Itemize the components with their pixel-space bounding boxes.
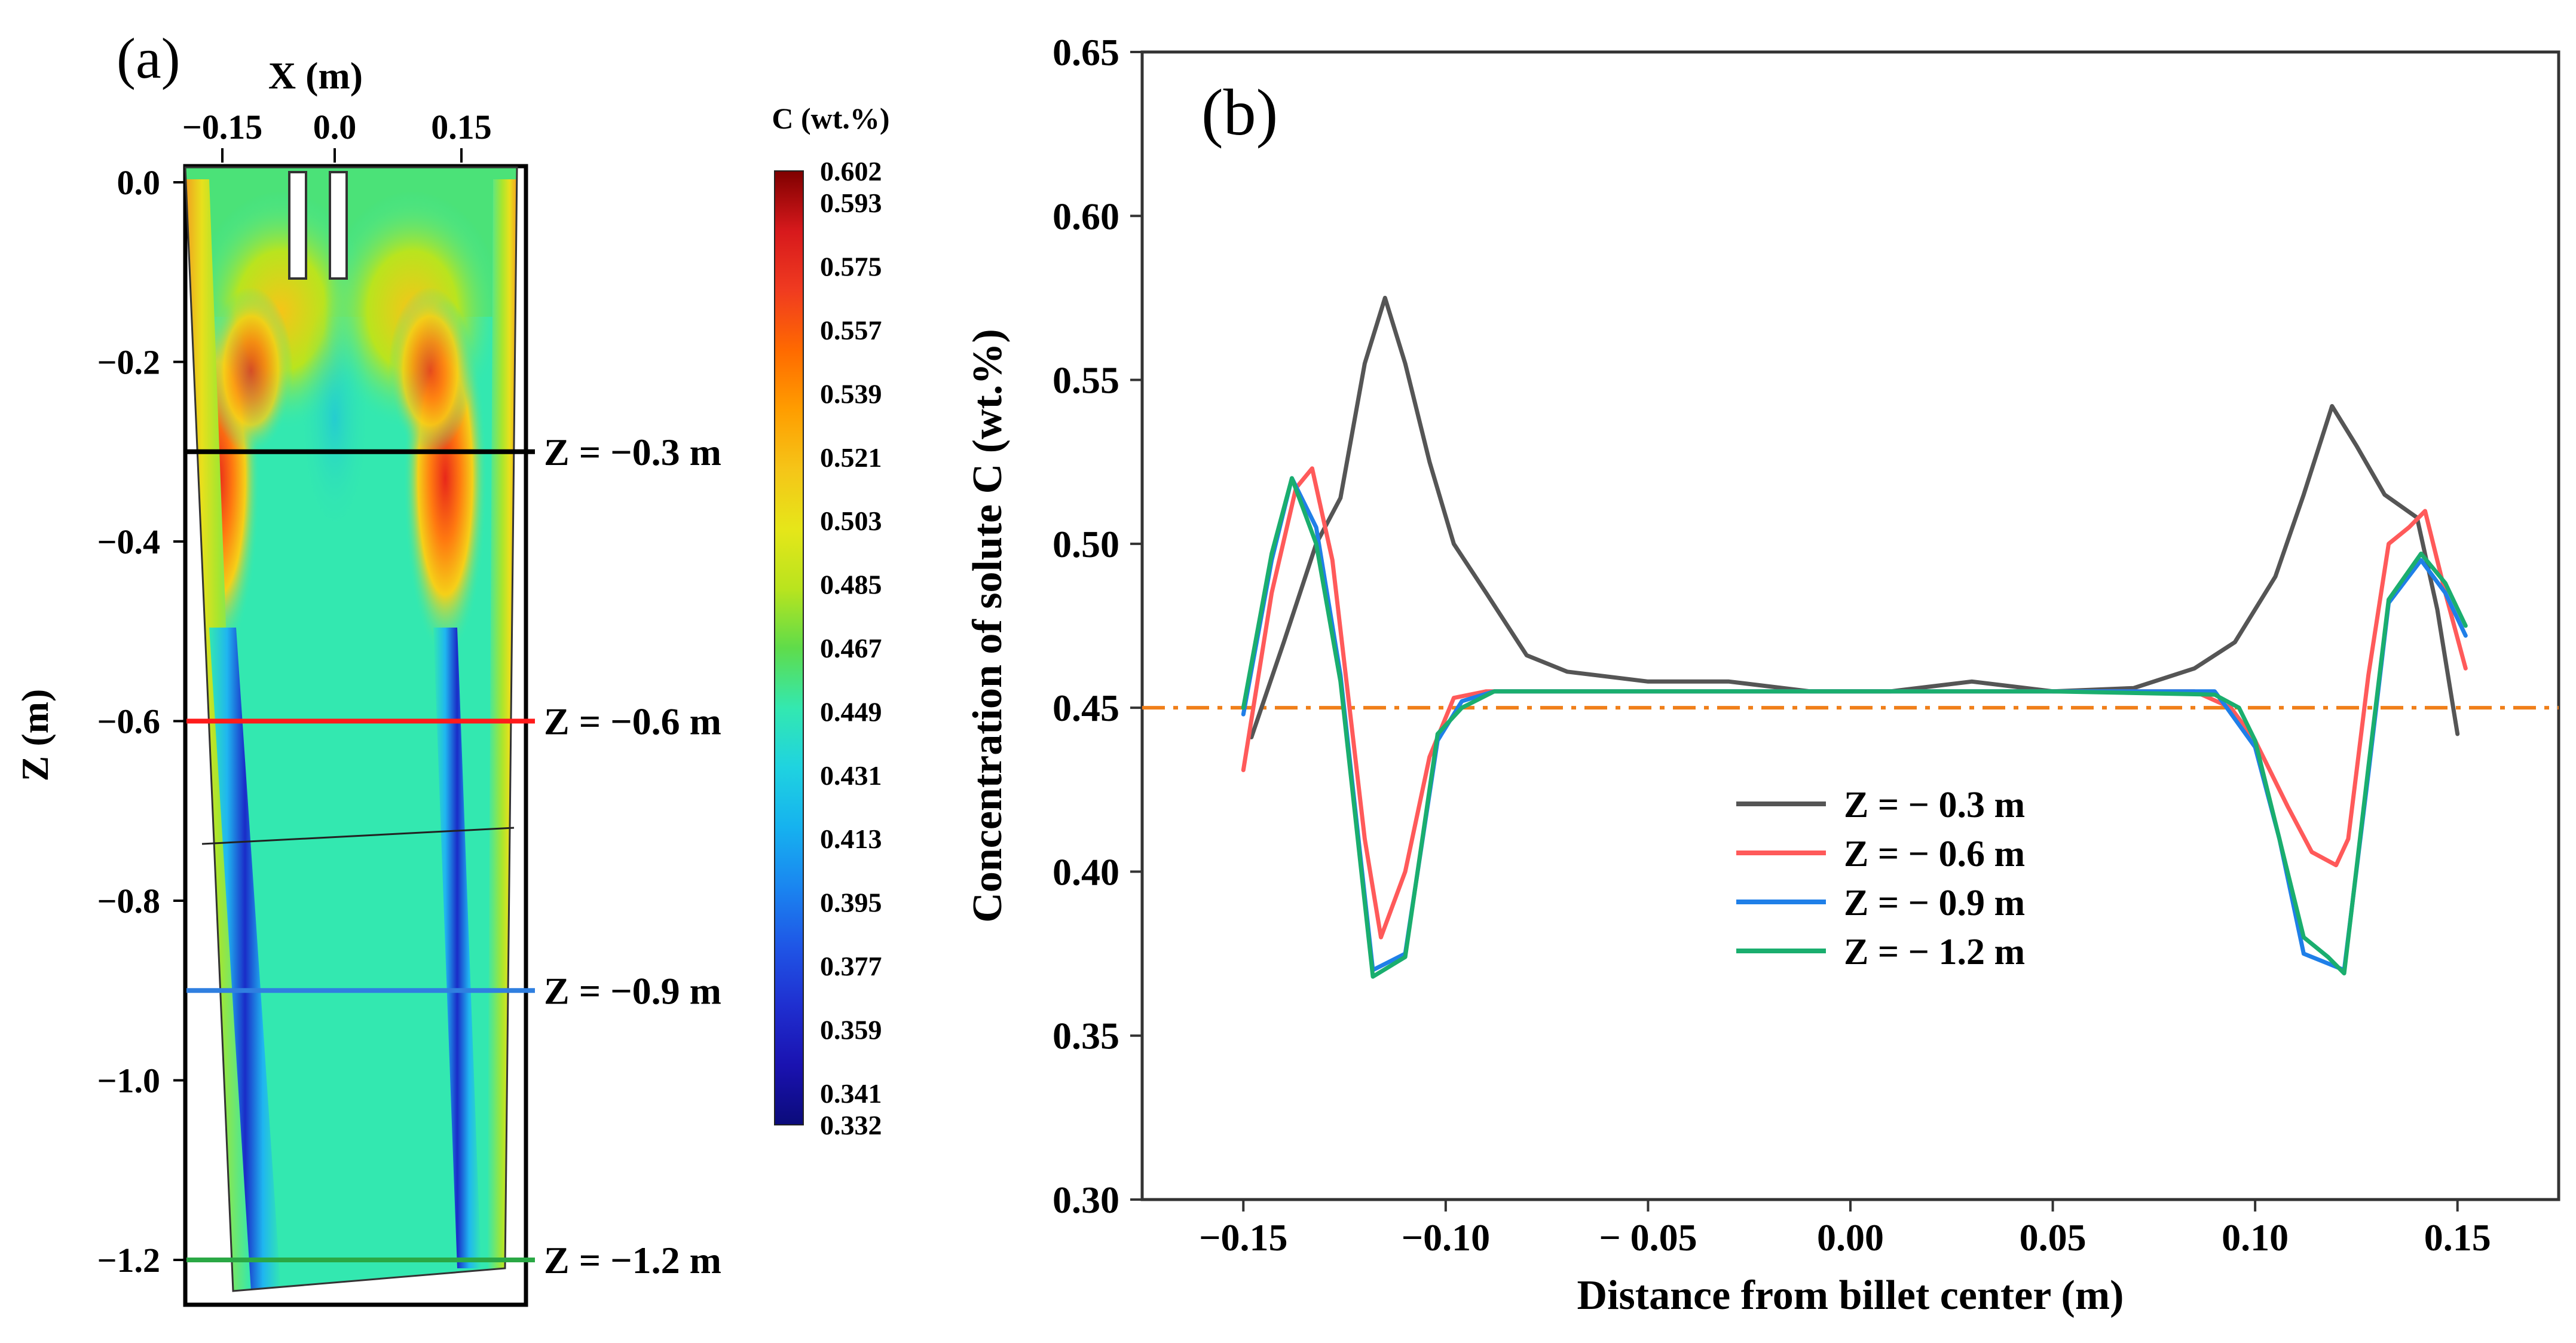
colorbar-tick-label: 0.503: [820, 506, 882, 536]
legend-label: Z = − 0.9 m: [1844, 883, 2025, 923]
colorbar-tick-label: 0.485: [820, 570, 882, 600]
legend-label: Z = − 0.3 m: [1844, 785, 2025, 825]
axes-ticks: 0.30 0.35 0.40 0.45 0.50 0.55 0.60 0.65 −0.15 −0.…: [1053, 31, 2491, 1259]
z-tick-label: 0.0: [117, 163, 161, 202]
y-tick-label: 0.65: [1053, 31, 1119, 74]
z-tick-label: −0.4: [97, 522, 160, 561]
y-tick-label: 0.45: [1053, 687, 1119, 729]
x-tick-label: 0.00: [1817, 1216, 1884, 1259]
solidification-line: [201, 827, 515, 845]
colorbar-tick-label: 0.377: [820, 951, 882, 981]
x-tick-label: 0.15: [2424, 1216, 2491, 1259]
z-tick-label: −0.8: [97, 882, 160, 920]
billet-outline: [184, 166, 518, 1292]
series-lines: [1241, 295, 2468, 979]
colorbar-tick-label: 0.593: [820, 188, 882, 218]
colorbar: [774, 170, 804, 1125]
colorbar-tick-label: 0.557: [820, 315, 882, 345]
z-tick-label: −0.6: [97, 702, 160, 741]
colorbar-tick-label: 0.467: [820, 633, 882, 663]
series-line: [1241, 476, 2468, 979]
z-tick-label: −1.2: [97, 1241, 160, 1280]
nozzle-left: [288, 171, 307, 280]
nozzle-right: [329, 171, 348, 280]
colorbar-tick-label: 0.539: [820, 378, 882, 409]
z-tick-label: −0.2: [97, 343, 160, 382]
section-line-label: Z = −1.2 m: [544, 1239, 721, 1281]
colorbar-title: C (wt.%): [772, 102, 889, 135]
z-axis-ticks: 0.0 −0.2 −0.4 −0.6 −0.8 −1.0 −1.2: [97, 163, 186, 1280]
x-tick-a: 0.15: [431, 108, 492, 146]
colorbar-tick-label: 0.575: [820, 252, 882, 282]
concentration-contour: [185, 167, 517, 1291]
y-tick-label: 0.30: [1053, 1179, 1119, 1221]
panel-a-label: (a): [117, 26, 180, 90]
z-tick-label: −1.0: [97, 1061, 160, 1100]
y-tick-label: 0.60: [1053, 195, 1119, 237]
x-tick-a: −0.15: [182, 108, 263, 146]
section-line-label: Z = −0.6 m: [544, 700, 721, 743]
panel-b-label: (b): [1201, 76, 1278, 149]
y-axis-title: Concentration of solute C (wt.%): [965, 329, 1011, 922]
section-lines: Z = −0.3 m Z = −0.6 m Z = −0.9 m Z = −1.2 m: [186, 431, 721, 1281]
y-tick-label: 0.55: [1053, 359, 1119, 402]
colorbar-tick-label: 0.521: [820, 442, 882, 473]
colorbar-tick-label: 0.341: [820, 1078, 882, 1109]
section-line-label: Z = −0.3 m: [544, 431, 721, 473]
colorbar-tick-label: 0.602: [820, 156, 882, 186]
x-tick-label: 0.05: [2020, 1216, 2087, 1259]
x-tick-label: 0.10: [2222, 1216, 2289, 1259]
x-axis-title: Distance from billet center (m): [1577, 1272, 2124, 1318]
legend-label: Z = − 0.6 m: [1844, 834, 2025, 874]
y-tick-label: 0.50: [1053, 523, 1119, 565]
colorbar-tick-label: 0.413: [820, 824, 882, 854]
y-tick-label: 0.40: [1053, 851, 1119, 893]
x-tick-label: −0.15: [1199, 1216, 1287, 1259]
x-tick-label: − 0.05: [1599, 1216, 1697, 1259]
legend: Z = − 0.3 m Z = − 0.6 m Z = − 0.9 m Z = − 1…: [1736, 785, 2025, 972]
panel-a: (a) X (m) −0.15 0.0 0.15 Z (m) 0.0 −0.2 −0…: [14, 26, 890, 1307]
colorbar-tick-label: 0.395: [820, 888, 882, 918]
x-tick-a: 0.0: [313, 108, 357, 146]
colorbar-tick-label: 0.332: [820, 1110, 882, 1140]
section-line-label: Z = −0.9 m: [544, 969, 721, 1012]
panel-b: (b) 0.30 0.35 0.40 0.45 0.50 0.55 0.60 0.65 −0.1…: [965, 31, 2560, 1318]
z-axis-title: Z (m): [14, 689, 56, 782]
colorbar-tick-label: 0.449: [820, 696, 882, 727]
x-tick-label: −0.10: [1402, 1216, 1490, 1259]
plot-frame: [1140, 50, 2560, 1201]
colorbar-tick-label: 0.359: [820, 1014, 882, 1045]
legend-label: Z = − 1.2 m: [1844, 932, 2025, 972]
x-axis-title-a: X (m): [268, 54, 363, 97]
y-tick-label: 0.35: [1053, 1015, 1119, 1057]
colorbar-tick-label: 0.431: [820, 760, 882, 791]
